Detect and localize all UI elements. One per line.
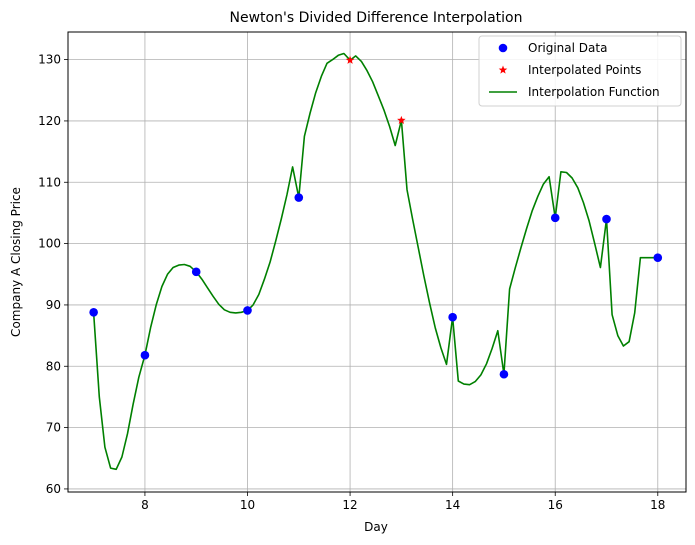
plot-frame bbox=[67, 31, 687, 493]
interpolation-function-line bbox=[92, 52, 658, 471]
plot-area bbox=[68, 32, 686, 492]
x-tick-label: 18 bbox=[650, 498, 665, 512]
legend-label: Original Data bbox=[528, 41, 607, 55]
original-data-point bbox=[448, 312, 457, 322]
y-tick-label: 80 bbox=[46, 359, 61, 373]
y-tick-label: 90 bbox=[46, 298, 61, 312]
legend-label: Interpolation Function bbox=[528, 85, 660, 99]
original-data-point bbox=[140, 350, 150, 360]
y-tick-label: 110 bbox=[38, 175, 61, 189]
y-tick-label: 60 bbox=[46, 482, 61, 496]
original-data-point bbox=[602, 214, 611, 224]
x-tick-label: 16 bbox=[548, 498, 563, 512]
x-tick-label: 10 bbox=[240, 498, 255, 512]
interpolated-point bbox=[397, 115, 406, 124]
original-data-point bbox=[499, 369, 509, 379]
y-tick-label: 70 bbox=[46, 421, 61, 435]
legend: Original Data Interpolated Points Interpol… bbox=[478, 35, 682, 107]
original-data-point bbox=[294, 193, 304, 202]
y-tick-label: 130 bbox=[38, 53, 61, 67]
legend-circle-marker bbox=[498, 43, 508, 53]
interpolated-point bbox=[345, 55, 355, 64]
y-tick-label: 120 bbox=[38, 114, 61, 128]
grid bbox=[68, 32, 686, 492]
x-axis-ticks: 8 10 12 14 16 18 bbox=[141, 492, 665, 512]
x-axis-label: Day bbox=[364, 520, 388, 534]
legend-label: Interpolated Points bbox=[528, 63, 641, 77]
original-data-point bbox=[653, 253, 663, 263]
x-tick-label: 12 bbox=[342, 498, 357, 512]
original-data-point bbox=[191, 267, 201, 277]
series-layer bbox=[89, 52, 663, 471]
x-tick-label: 14 bbox=[445, 498, 460, 512]
x-tick-label: 8 bbox=[141, 498, 149, 512]
original-data-point bbox=[89, 307, 98, 317]
legend-box bbox=[478, 35, 682, 107]
y-tick-label: 100 bbox=[38, 237, 61, 251]
y-axis-label: Company A Closing Price bbox=[9, 187, 23, 337]
legend-star-marker bbox=[498, 65, 508, 74]
original-data-point bbox=[550, 213, 560, 223]
chart-title: Newton's Divided Difference Interpolatio… bbox=[230, 10, 523, 26]
y-axis-ticks: 60 70 80 90 100 110 120 130 bbox=[38, 53, 68, 496]
original-data-point bbox=[243, 306, 252, 315]
